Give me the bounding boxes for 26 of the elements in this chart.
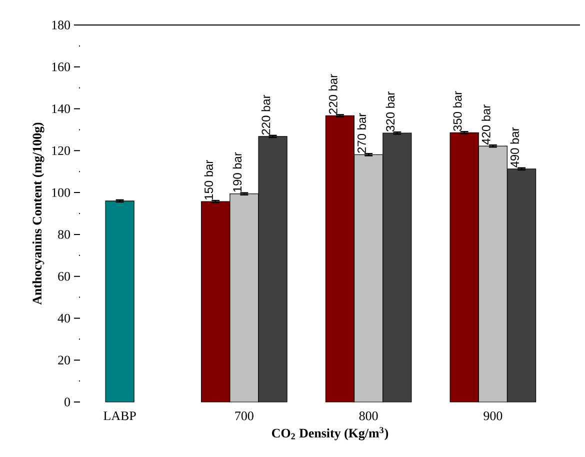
y-tick-label: 20: [58, 356, 70, 364]
x-tick-label: 900: [484, 412, 502, 420]
y-axis-title: Anthocyanins Content (mg/100g): [32, 122, 44, 305]
annotation: 190 bar: [232, 152, 242, 192]
annotation: 220 bar: [261, 94, 270, 135]
annotation: 270 bar: [357, 113, 366, 153]
annotation: 150 bar: [204, 160, 213, 200]
y-tick-label: 60: [58, 272, 70, 281]
x-tick-label: LABP: [104, 412, 136, 420]
bar: [105, 200, 134, 402]
x-axis-title: CO$_{2}$ Density (Kg/m$^{3}$): [272, 427, 388, 440]
annotation: 490 bar: [510, 127, 519, 168]
annotation: 220 bar: [328, 74, 338, 114]
y-tick-label: 40: [58, 314, 70, 323]
y-tick-label: 160: [52, 62, 70, 72]
annotation: 420 bar: [482, 104, 490, 145]
y-tick-label: 140: [52, 104, 70, 114]
y-tick-label: 100: [52, 188, 70, 197]
y-tick-label: 180: [52, 20, 70, 30]
y-tick-label: 80: [58, 230, 70, 239]
x-tick-label: 800: [359, 412, 378, 420]
y-tick-label: 120: [52, 146, 70, 156]
annotation: 350 bar: [452, 91, 462, 132]
x-tick-label: 700: [235, 412, 254, 420]
y-tick-label: 0: [64, 398, 70, 406]
annotation: 320 bar: [386, 92, 395, 132]
